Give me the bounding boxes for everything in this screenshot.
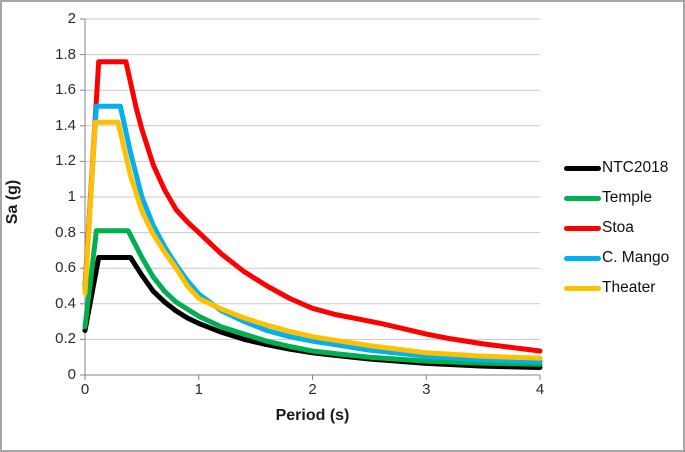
legend-swatch [564, 285, 601, 291]
y-tick-label: 1.4 [55, 116, 76, 134]
legend-item-temple: Temple [564, 183, 683, 213]
y-tick-label: 0.4 [55, 294, 76, 312]
series-line-temple [82, 228, 543, 367]
x-tick-label: 1 [194, 381, 203, 398]
x-tick-label: 2 [308, 381, 317, 398]
x-axis-title: Period (s) [275, 407, 350, 424]
legend-label: Stoa [602, 219, 634, 236]
legend-swatch [564, 255, 601, 261]
legend-item-ntc2018: NTC2018 [564, 153, 683, 183]
y-tick-label: 0.2 [55, 330, 76, 348]
x-tick-label: 0 [80, 381, 90, 398]
y-tick-label: 0.8 [55, 223, 76, 241]
legend-item-theater: Theater [564, 273, 683, 303]
y-tick-label: 0.6 [55, 259, 76, 277]
legend-label: Temple [602, 189, 652, 206]
x-tick-label: 4 [535, 381, 545, 398]
y-tick-label: 0 [67, 366, 76, 383]
legend: NTC2018 Temple Stoa C. Mango Theater [564, 153, 683, 303]
legend-swatch [564, 195, 601, 201]
y-tick-label: 1.8 [55, 45, 76, 63]
x-tick-label: 3 [422, 381, 431, 398]
y-tick-label: 1 [67, 188, 76, 205]
series-line-stoa [82, 59, 543, 354]
y-tick-label: 1.6 [55, 81, 76, 99]
y-tick-label: 1.2 [55, 152, 76, 170]
legend-item-stoa: Stoa [564, 213, 683, 243]
legend-label: Theater [602, 279, 656, 296]
legend-item-c-mango: C. Mango [564, 243, 683, 273]
series-line-theater [82, 119, 543, 361]
legend-swatch [564, 225, 601, 231]
legend-label: C. Mango [602, 249, 670, 266]
y-axis-title: Sa (g) [4, 179, 21, 225]
legend-label: NTC2018 [602, 159, 669, 176]
y-tick-label: 2 [67, 10, 76, 27]
legend-swatch [564, 165, 601, 171]
